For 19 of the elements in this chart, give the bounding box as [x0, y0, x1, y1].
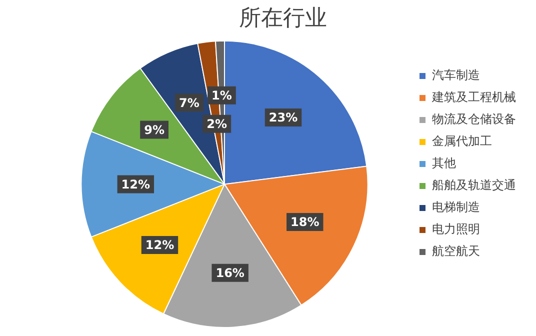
- legend-label: 汽车制造: [432, 68, 480, 82]
- data-label: 16%: [216, 266, 244, 280]
- legend-label: 其他: [432, 156, 456, 170]
- data-label: 12%: [121, 177, 150, 192]
- legend-label: 船舶及轨道交通: [432, 178, 516, 192]
- legend-label: 建筑及工程机械: [431, 90, 516, 104]
- data-label: 9%: [144, 122, 164, 137]
- legend-label: 电梯制造: [432, 200, 480, 214]
- legend-label: 电力照明: [432, 222, 480, 236]
- data-label: 2%: [206, 116, 228, 131]
- legend-label: 航空航天: [432, 244, 480, 258]
- legend-label: 物流及仓储设备: [432, 112, 516, 126]
- legend-label: 金属代加工: [432, 134, 492, 148]
- chart-title: 所在行业: [239, 6, 327, 31]
- data-label: 18%: [290, 215, 320, 230]
- data-label: 1%: [212, 88, 232, 103]
- data-label: 7%: [179, 96, 200, 110]
- data-label: 23%: [268, 110, 298, 125]
- data-label: 12%: [145, 238, 174, 252]
